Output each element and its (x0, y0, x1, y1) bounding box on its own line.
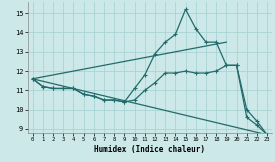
X-axis label: Humidex (Indice chaleur): Humidex (Indice chaleur) (94, 145, 205, 154)
